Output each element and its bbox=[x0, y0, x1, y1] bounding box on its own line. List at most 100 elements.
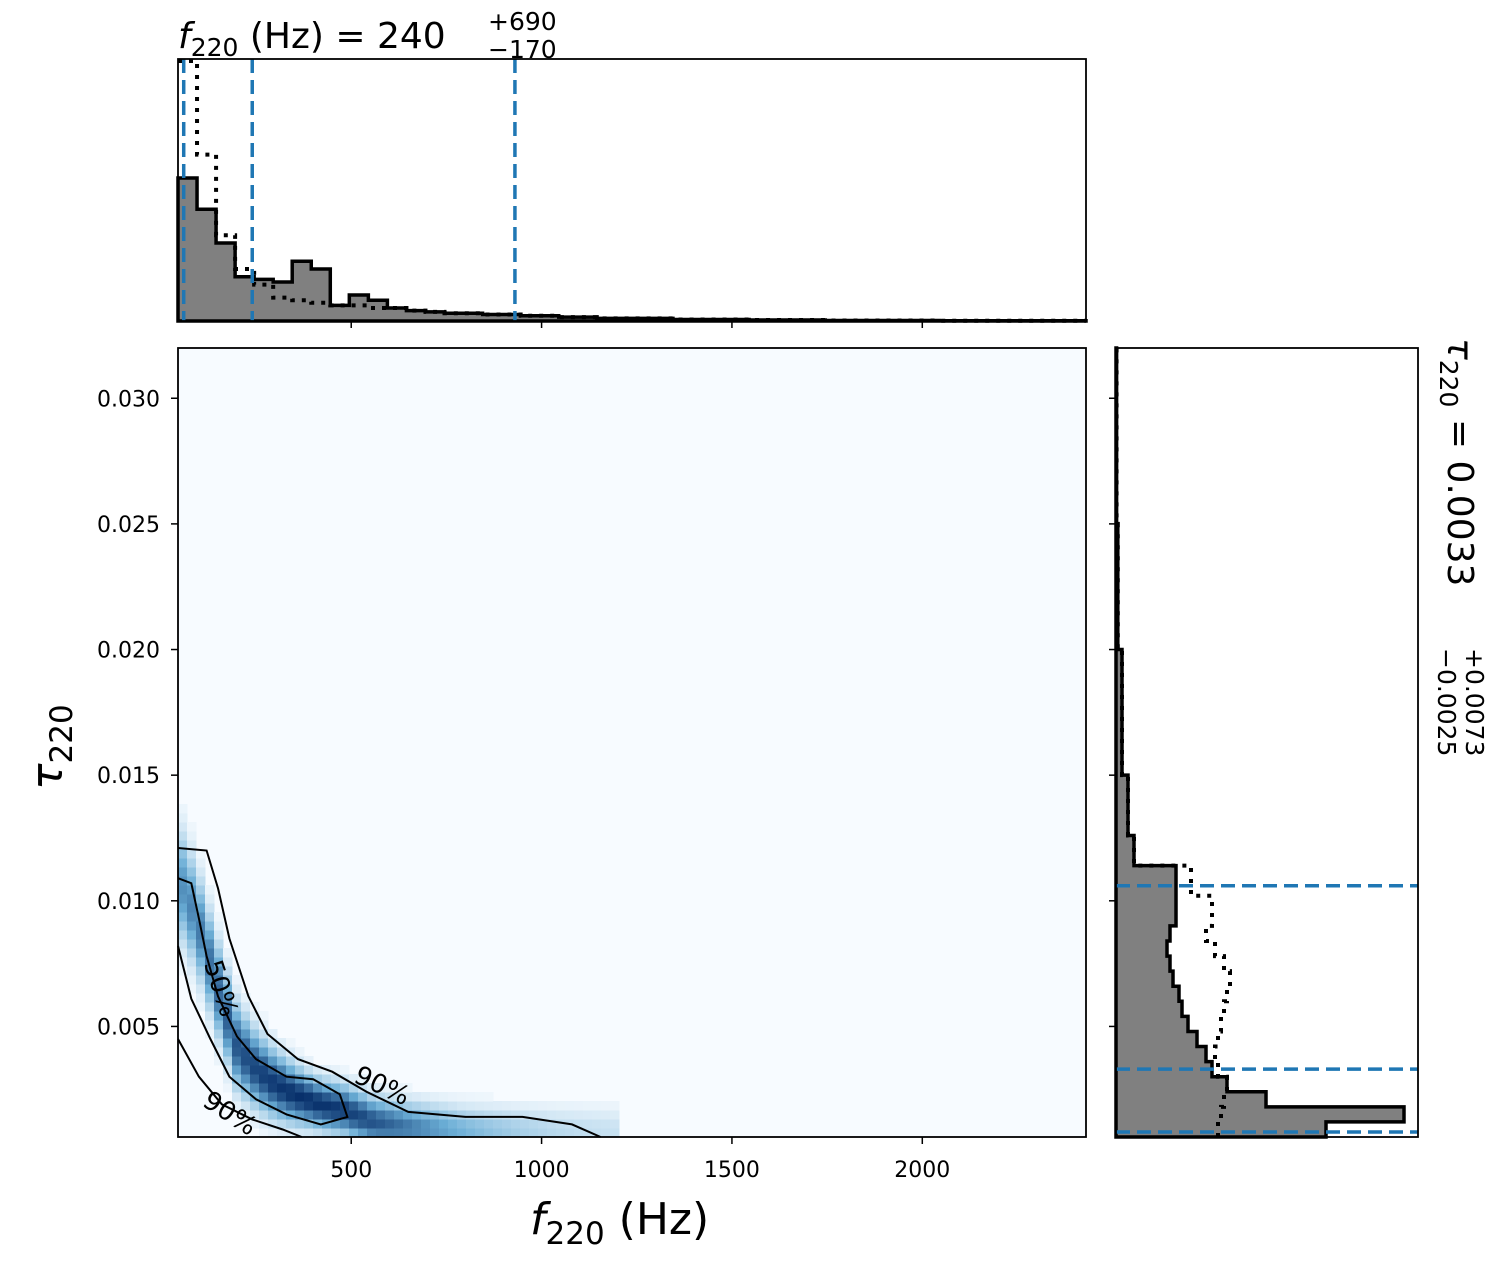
heatmap-cell bbox=[340, 1128, 350, 1138]
heatmap-cell bbox=[187, 858, 197, 868]
heatmap-cell bbox=[223, 1029, 233, 1039]
heatmap-cell bbox=[277, 1047, 287, 1057]
heatmap-cell bbox=[304, 1092, 314, 1102]
heatmap-cell bbox=[223, 1002, 233, 1012]
heatmap-cell bbox=[448, 1110, 458, 1120]
heatmap-cell bbox=[232, 993, 242, 1003]
heatmap-cell bbox=[268, 1128, 278, 1138]
heatmap-cell bbox=[340, 1119, 350, 1129]
heatmap-cell bbox=[403, 1083, 413, 1093]
heatmap-cell bbox=[322, 1074, 332, 1084]
heatmap-cell bbox=[178, 804, 188, 814]
heatmap-cell bbox=[241, 1002, 251, 1012]
heatmap-cell bbox=[601, 1110, 611, 1120]
right-title-value: = 0.0033 bbox=[1439, 407, 1480, 586]
heatmap-cell bbox=[214, 1038, 224, 1048]
heatmap-cell bbox=[268, 1074, 278, 1084]
heatmap-cell bbox=[286, 1038, 296, 1048]
heatmap-cell bbox=[250, 1047, 260, 1057]
heatmap-cell bbox=[529, 1128, 539, 1138]
heatmap-cell bbox=[205, 939, 215, 949]
heatmap-cell bbox=[448, 1128, 458, 1138]
heatmap-cell bbox=[529, 1119, 539, 1129]
heatmap-cell bbox=[340, 1110, 350, 1120]
heatmap-cell bbox=[214, 939, 224, 949]
right-title-sub: 220 bbox=[1434, 360, 1463, 408]
heatmap-cell bbox=[241, 1038, 251, 1048]
heatmap-cell bbox=[241, 1101, 251, 1111]
contour-90 bbox=[177, 1038, 303, 1138]
heatmap-cell bbox=[475, 1128, 485, 1138]
heatmap-cell bbox=[511, 1128, 521, 1138]
heatmap-cell bbox=[259, 1074, 269, 1084]
heatmap-cell bbox=[304, 1128, 314, 1138]
heatmap-cell bbox=[547, 1101, 557, 1111]
heatmap-cell bbox=[286, 1092, 296, 1102]
heatmap-cell bbox=[178, 903, 188, 913]
heatmap-cell bbox=[520, 1119, 530, 1129]
heatmap-cell bbox=[259, 1083, 269, 1093]
joint-xticks: 500 1000 1500 2000 bbox=[330, 1137, 950, 1183]
heatmap-cell bbox=[187, 957, 197, 967]
heatmap-cell bbox=[259, 1047, 269, 1057]
heatmap-cell bbox=[403, 1128, 413, 1138]
heatmap-cell bbox=[205, 894, 215, 904]
density-heatmap bbox=[178, 348, 1086, 1138]
heatmap-cell bbox=[205, 930, 215, 940]
heatmap-cell bbox=[583, 1119, 593, 1129]
heatmap-cell bbox=[286, 1047, 296, 1057]
heatmap-cell bbox=[268, 1056, 278, 1066]
y-axis-label-var: τ bbox=[22, 763, 73, 790]
heatmap-cell bbox=[178, 966, 188, 976]
heatmap-cell bbox=[430, 1119, 440, 1129]
heatmap-cell bbox=[223, 984, 233, 994]
heatmap-cell bbox=[214, 948, 224, 958]
heatmap-cell bbox=[610, 1110, 620, 1120]
heatmap-cell bbox=[196, 930, 206, 940]
heatmap-cell bbox=[538, 1110, 548, 1120]
heatmap-cell bbox=[385, 1092, 395, 1102]
svg-text:τ220 = 0.0033: τ220 = 0.0033 bbox=[1434, 338, 1480, 586]
heatmap-cell bbox=[394, 1083, 404, 1093]
heatmap-cell bbox=[304, 1110, 314, 1120]
heatmap-cell bbox=[466, 1110, 476, 1120]
heatmap-cell bbox=[574, 1110, 584, 1120]
heatmap-cell bbox=[196, 849, 206, 859]
heatmap-cell bbox=[295, 1092, 305, 1102]
joint-yticks: 0.005 0.010 0.015 0.020 0.025 0.030 bbox=[97, 387, 178, 1040]
ytick-label: 0.030 bbox=[97, 387, 160, 412]
heatmap-cell bbox=[250, 1101, 260, 1111]
heatmap-cell bbox=[232, 1074, 242, 1084]
heatmap-cell bbox=[196, 957, 206, 967]
heatmap-cell bbox=[394, 1110, 404, 1120]
heatmap-cell bbox=[187, 849, 197, 859]
heatmap-cell bbox=[466, 1119, 476, 1129]
heatmap-cell bbox=[376, 1083, 386, 1093]
heatmap-cell bbox=[376, 1119, 386, 1129]
heatmap-cell bbox=[412, 1128, 422, 1138]
heatmap-cell bbox=[268, 1038, 278, 1048]
heatmap-cell bbox=[232, 1092, 242, 1102]
heatmap-cell bbox=[412, 1110, 422, 1120]
heatmap-cell bbox=[304, 1119, 314, 1129]
heatmap-cell bbox=[367, 1101, 377, 1111]
heatmap-cell bbox=[313, 1101, 323, 1111]
joint-axes-frame bbox=[177, 347, 1087, 1138]
heatmap-cell bbox=[268, 1029, 278, 1039]
heatmap-cell bbox=[241, 1056, 251, 1066]
heatmap-cell bbox=[538, 1119, 548, 1129]
heatmap-cell bbox=[250, 1092, 260, 1102]
heatmap-cell bbox=[610, 1119, 620, 1129]
heatmap-cell bbox=[493, 1101, 503, 1111]
heatmap-cell bbox=[457, 1128, 467, 1138]
heatmap-cell bbox=[313, 1083, 323, 1093]
heatmap-cell bbox=[367, 1119, 377, 1129]
heatmap-cell bbox=[214, 975, 224, 985]
heatmap-cell bbox=[412, 1101, 422, 1111]
heatmap-cell bbox=[430, 1128, 440, 1138]
right-title-plus: +0.0073 bbox=[1460, 648, 1489, 756]
heatmap-cell bbox=[178, 831, 188, 841]
heatmap-cell bbox=[214, 1056, 224, 1066]
x-axis-label-unit: (Hz) bbox=[605, 1194, 710, 1245]
heatmap-cell bbox=[268, 1101, 278, 1111]
